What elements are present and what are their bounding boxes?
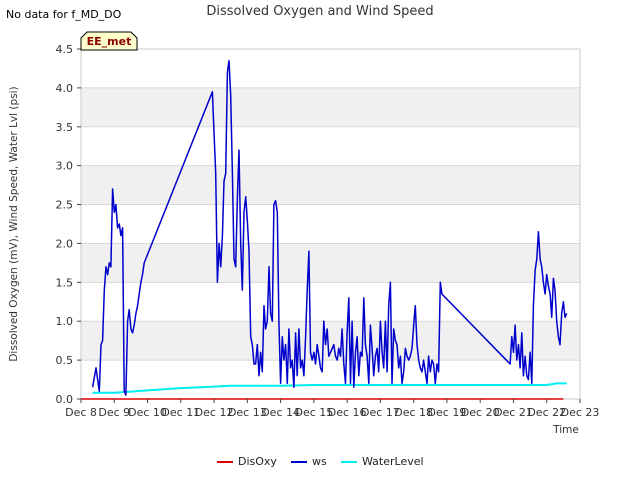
x-tick-label: Dec 16 <box>328 406 367 419</box>
y-axis-label: Dissolved Oxygen (mV), Wind Speed, Water… <box>8 86 20 361</box>
x-tick-label: Dec 13 <box>228 406 267 419</box>
x-axis-label: Time <box>552 424 579 436</box>
y-tick-label: 0.5 <box>56 354 74 367</box>
x-tick-label: Dec 14 <box>261 406 300 419</box>
chart-title: Dissolved Oxygen and Wind Speed <box>206 4 434 19</box>
x-tick-label: Dec 17 <box>361 406 400 419</box>
x-tick-label: Dec 23 <box>561 406 600 419</box>
station-badge-shape <box>80 31 138 51</box>
station-badge-label: EE_met <box>87 35 132 48</box>
y-tick-label: 1.0 <box>56 315 74 328</box>
background-band <box>81 165 580 205</box>
legend-label-disoxy: DisOxy <box>238 455 277 468</box>
legend: DisOxy ws WaterLevel <box>217 455 424 468</box>
background-band <box>81 87 580 127</box>
background-band <box>81 321 580 361</box>
y-tick-label: 0.0 <box>56 393 74 406</box>
background-band <box>81 243 580 283</box>
x-tick-label: Dec 22 <box>527 406 566 419</box>
legend-label-ws: ws <box>312 455 327 468</box>
x-tick-label: Dec 15 <box>294 406 333 419</box>
series-ws-line <box>91 59 568 396</box>
series-layer <box>81 59 568 400</box>
x-tick-label: Dec 18 <box>394 406 433 419</box>
legend-label-waterlevel: WaterLevel <box>362 455 424 468</box>
y-axis-ticks: 0.0 0.5 1.0 1.5 2.0 2.5 3.0 3.5 4.0 4.5 <box>56 43 81 406</box>
x-tick-label: Dec 12 <box>195 406 234 419</box>
x-tick-label: Dec 9 <box>98 406 130 419</box>
x-tick-label: Dec 11 <box>161 406 200 419</box>
no-data-note: No data for f_MD_DO <box>6 8 122 21</box>
y-tick-label: 1.5 <box>56 276 74 289</box>
series-waterlevel-line <box>92 382 567 394</box>
y-tick-label: 3.5 <box>56 121 74 134</box>
y-tick-label: 3.0 <box>56 160 74 173</box>
x-tick-label: Dec 21 <box>494 406 533 419</box>
x-tick-label: Dec 10 <box>128 406 167 419</box>
x-tick-label: Dec 20 <box>461 406 500 419</box>
y-tick-label: 2.0 <box>56 237 74 250</box>
station-badge: EE_met <box>80 31 138 51</box>
y-tick-label: 4.0 <box>56 82 74 95</box>
background-bands <box>81 87 580 361</box>
y-tick-label: 4.5 <box>56 43 74 56</box>
y-tick-label: 2.5 <box>56 199 74 212</box>
x-tick-label: Dec 8 <box>65 406 97 419</box>
x-tick-label: Dec 19 <box>428 406 467 419</box>
